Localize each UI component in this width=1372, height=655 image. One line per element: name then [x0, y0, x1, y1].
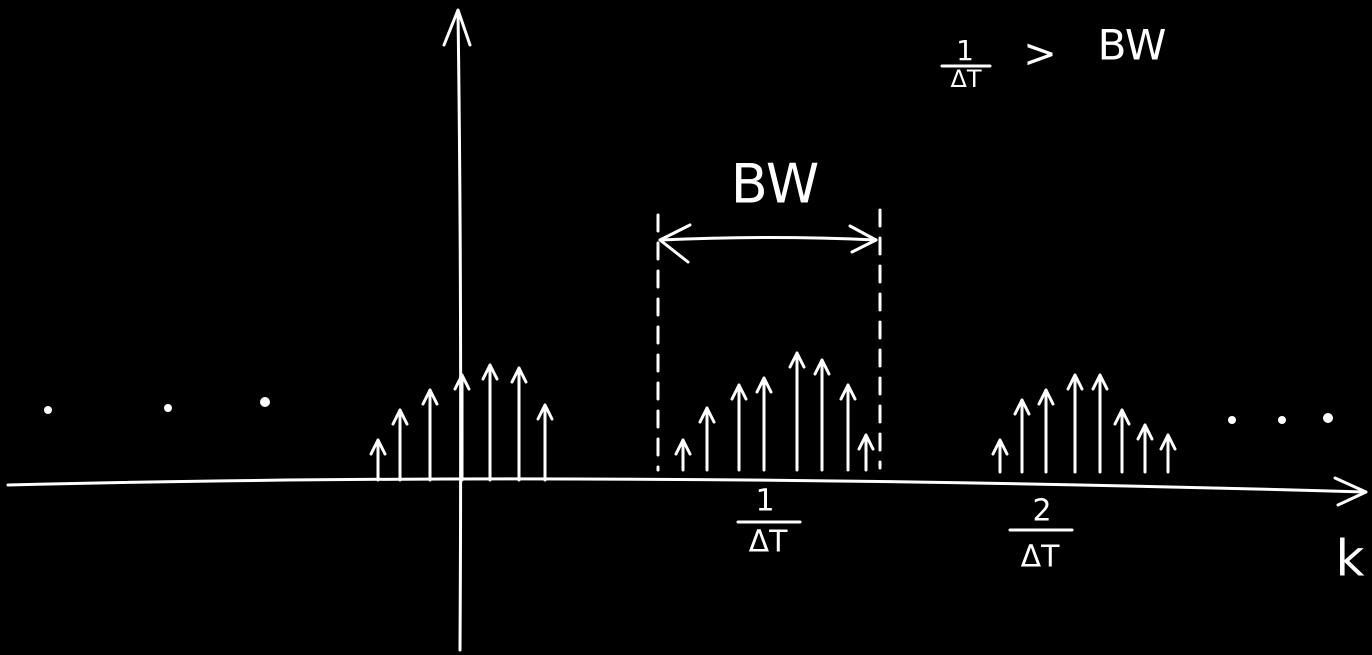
impulse	[1161, 435, 1175, 472]
ellipsis-dot	[44, 406, 52, 414]
condition-rhs: BW	[1098, 21, 1167, 70]
condition-denominator: ΔT	[950, 65, 981, 93]
impulse	[1015, 400, 1029, 472]
impulse	[757, 378, 771, 470]
ellipsis-dot	[1323, 413, 1333, 423]
impulse	[538, 405, 552, 480]
ellipsis-dot	[260, 397, 270, 407]
page: {"condition": {"numerator": "1", "denomi…	[0, 0, 1372, 655]
impulse	[512, 368, 526, 480]
impulse	[676, 440, 690, 470]
ellipsis-dot	[1228, 416, 1236, 424]
diagram: BW 1 ΔT > BW 1 ΔT 2 ΔT k	[0, 0, 1372, 655]
impulse	[1138, 425, 1152, 472]
impulse	[790, 353, 804, 470]
impulse	[1039, 390, 1053, 472]
bw-arrow-left-head	[660, 225, 690, 262]
bw-label: BW	[731, 153, 820, 216]
vertical-axis	[458, 12, 461, 650]
impulse	[732, 385, 746, 470]
impulse	[423, 390, 437, 480]
impulse	[393, 410, 407, 480]
impulse	[1068, 375, 1082, 472]
tick-denominator: ΔT	[749, 525, 789, 560]
condition-numerator: 1	[956, 34, 974, 67]
k-axis	[8, 479, 1365, 492]
tick-numerator: 1	[755, 484, 774, 519]
impulse	[371, 440, 385, 480]
impulse	[815, 360, 829, 470]
impulse	[1115, 410, 1129, 472]
impulse	[1093, 375, 1107, 472]
ellipsis-dot	[1278, 416, 1286, 424]
impulse	[700, 408, 714, 470]
ellipsis-dot	[164, 404, 172, 412]
axis-label: k	[1336, 530, 1365, 588]
tick-numerator: 2	[1032, 494, 1051, 529]
tick-denominator: ΔT	[1021, 540, 1061, 575]
bw-arrow	[660, 238, 876, 241]
impulse	[841, 385, 855, 470]
impulse	[483, 365, 497, 480]
condition-relation: >	[1023, 31, 1057, 77]
impulse	[859, 435, 873, 470]
impulse	[993, 440, 1007, 472]
impulse	[455, 375, 469, 480]
